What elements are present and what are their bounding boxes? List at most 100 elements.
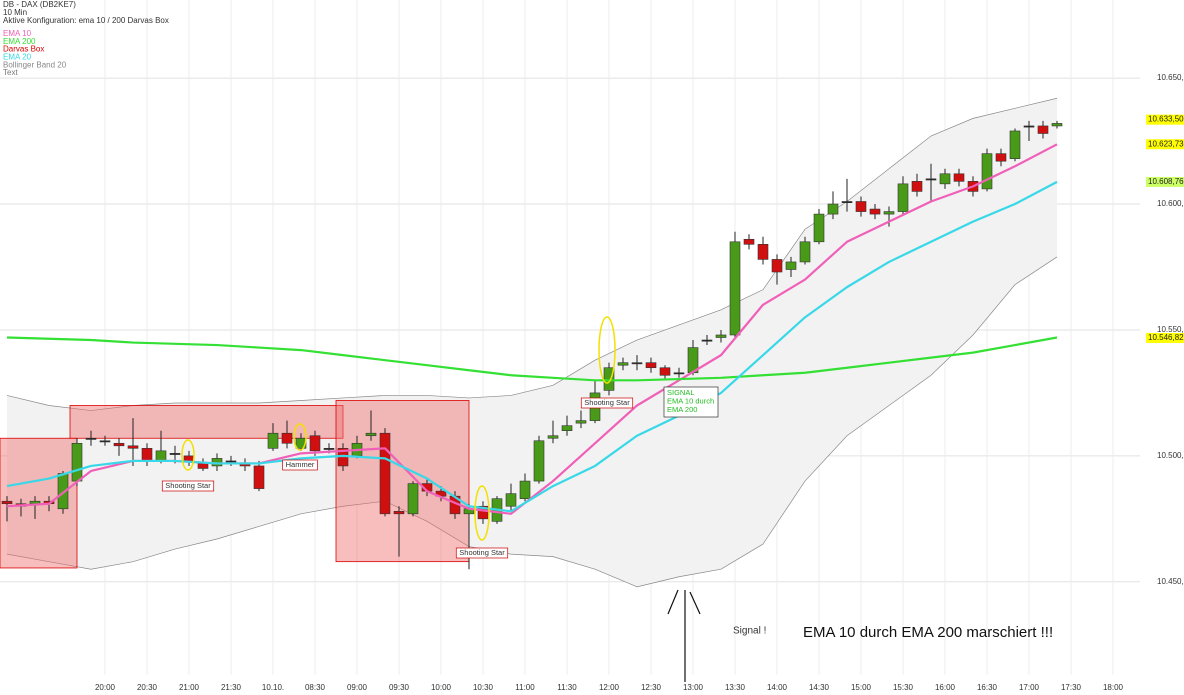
highlight-ellipse	[598, 316, 616, 384]
candle-body	[1009, 130, 1021, 159]
signal-arrow	[667, 589, 701, 682]
candle-body	[365, 432, 377, 437]
x-tick-label: 17:30	[1061, 683, 1082, 692]
x-tick-label: 12:30	[641, 683, 662, 692]
candle-body	[617, 362, 629, 366]
candle-body	[981, 153, 993, 190]
price-label: 10.608,76	[1148, 177, 1184, 186]
candle-body	[631, 362, 643, 365]
candle-body	[575, 420, 587, 424]
x-tick-label: 08:30	[305, 683, 326, 692]
candle-body	[141, 448, 153, 462]
y-tick-label: 10.600,	[1157, 199, 1184, 208]
legend-label: Text	[3, 68, 18, 77]
darvas-box	[69, 405, 344, 439]
signal-text: EMA 10 durch	[667, 396, 714, 405]
candle-body	[743, 238, 755, 245]
candle-body	[505, 493, 517, 507]
axes: 10.450, 10.500, 10.550, 10.600, 10.650, 20:00…	[95, 73, 1184, 692]
x-tick-label: 11:30	[557, 683, 577, 692]
pattern-label: Shooting Star	[459, 548, 505, 557]
price-label: 10.546,82	[1148, 333, 1184, 342]
candle-body	[1037, 125, 1049, 134]
arrow-head	[689, 591, 701, 615]
candle-body	[561, 425, 573, 431]
x-tick-label: 13:30	[725, 683, 746, 692]
candle-body	[393, 510, 405, 515]
candle-body	[1023, 125, 1035, 128]
x-tick-label: 14:00	[767, 683, 788, 692]
candle-body	[253, 465, 265, 489]
bollinger-upper	[6, 97, 1058, 411]
arrow-head	[667, 589, 679, 615]
signal-text: SIGNAL	[667, 388, 695, 397]
legend-label: EMA 20	[3, 53, 32, 62]
candle-body	[813, 213, 825, 243]
x-tick-label: 10:00	[431, 683, 452, 692]
signal-text: EMA 200	[667, 405, 697, 414]
highlight-ellipse	[474, 485, 490, 541]
x-tick-label: 09:30	[389, 683, 410, 692]
candle-body	[99, 440, 111, 443]
signal-box	[663, 386, 719, 418]
candle-body	[715, 334, 727, 338]
candle-body	[827, 203, 839, 215]
candle-body	[645, 362, 657, 369]
candle-body	[897, 183, 909, 212]
pattern-box	[455, 547, 509, 559]
candle-body	[1, 500, 13, 505]
candle-body	[169, 453, 181, 455]
candle-body	[603, 367, 615, 391]
x-tick-label: 16:00	[935, 683, 956, 692]
price-label-box	[1146, 139, 1184, 150]
x-tick-label: 10:30	[473, 683, 494, 692]
bollinger-fill	[7, 98, 1057, 587]
candle-body	[659, 367, 671, 376]
candle-body	[841, 201, 853, 203]
x-tick-label: 20:30	[137, 683, 158, 692]
x-tick-label: 21:00	[179, 683, 200, 692]
x-tick-label: 18:00	[1103, 683, 1124, 692]
darvas-box	[335, 400, 470, 563]
note-signal: Signal !	[733, 626, 766, 637]
candle-body	[701, 339, 713, 342]
candle-body	[309, 435, 321, 452]
candle-body	[225, 460, 237, 463]
candle-body	[267, 432, 279, 449]
price-label: 10.633,50	[1148, 115, 1184, 124]
candle-body	[785, 261, 797, 270]
candle-body	[127, 445, 139, 449]
interval: 10 Min	[3, 8, 27, 17]
candle-body	[729, 241, 741, 336]
y-tick-label: 10.500,	[1157, 451, 1184, 460]
note-main: EMA 10 durch EMA 200 marschiert !!!	[803, 624, 1053, 641]
x-tick-label: 12:00	[599, 683, 620, 692]
x-tick-label: 17:00	[1019, 683, 1040, 692]
price-label-box	[1146, 114, 1184, 125]
candle-body	[323, 448, 335, 450]
candle-body	[379, 432, 391, 515]
ema-line	[6, 336, 1058, 382]
chart-title: DB - DAX (DB2KE7)	[3, 0, 76, 9]
y-tick-label: 10.550,	[1157, 325, 1184, 334]
pattern-box	[161, 480, 215, 492]
x-tick-label: 11:00	[515, 683, 535, 692]
x-tick-label: 15:30	[893, 683, 914, 692]
candle-body	[939, 173, 951, 185]
pattern-label: Hammer	[286, 460, 315, 469]
x-tick-label: 20:00	[95, 683, 116, 692]
x-tick-label: 09:00	[347, 683, 368, 692]
candle-body	[995, 153, 1007, 162]
x-tick-label: 13:00	[683, 683, 704, 692]
pattern-box	[282, 459, 318, 471]
candle-body	[799, 241, 811, 263]
annotations: Shooting Star Hammer Shooting Star Shooting…	[161, 316, 719, 559]
price-label-box	[1146, 176, 1184, 187]
candle-body	[407, 483, 419, 515]
pattern-box	[580, 397, 634, 409]
y-tick-label: 10.450,	[1157, 577, 1184, 586]
candle-body	[883, 211, 895, 215]
